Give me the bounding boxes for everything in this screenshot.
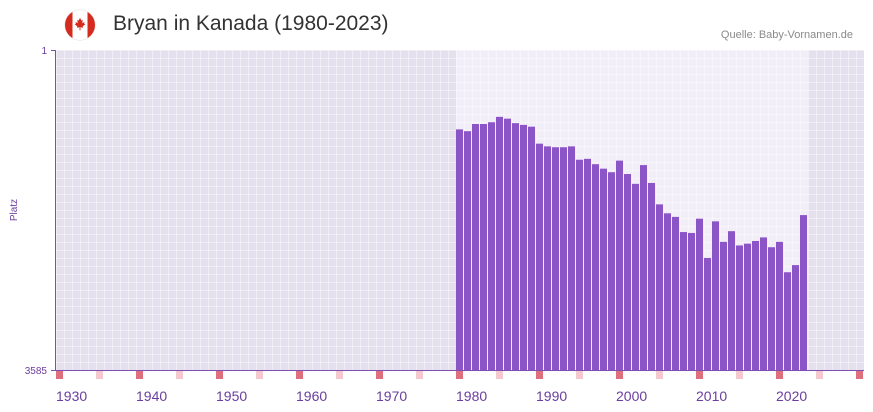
x-tick-label: 1990: [536, 388, 567, 404]
axes: [51, 50, 864, 371]
half-decade-marker: [336, 371, 343, 379]
bar-2022: [792, 265, 799, 370]
decade-marker: [536, 371, 543, 379]
bar-1981: [464, 131, 471, 370]
x-tick-label: 1940: [136, 388, 167, 404]
bar-2016: [744, 243, 751, 370]
decade-marker: [376, 371, 383, 379]
bar-1997: [592, 164, 599, 370]
canada-flag-icon: [64, 9, 96, 41]
bar-1989: [528, 126, 535, 370]
half-decade-marker: [176, 371, 183, 379]
bar-2017: [752, 240, 759, 370]
bar-2010: [696, 218, 703, 370]
bar-2005: [656, 204, 663, 370]
bar-1998: [600, 168, 607, 370]
decade-marker: [56, 371, 63, 379]
x-tick-label: 2000: [616, 388, 647, 404]
decade-marker: [136, 371, 143, 379]
bar-1983: [480, 124, 487, 371]
decade-marker: [296, 371, 303, 379]
bar-1999: [608, 172, 615, 370]
half-decade-marker: [256, 371, 263, 379]
bar-1986: [504, 118, 511, 371]
bar-1980: [456, 129, 463, 370]
bar-2001: [624, 174, 631, 370]
bar-1994: [568, 146, 575, 370]
half-decade-marker: [416, 371, 423, 379]
half-decade-marker: [736, 371, 743, 379]
bar-2000: [616, 160, 623, 370]
decade-marker: [776, 371, 783, 379]
axis-labels: 1 3585 1930 1940 1950 1960 1970 1980 1990 2000 201…: [9, 46, 807, 404]
bar-1996: [584, 158, 591, 370]
half-decade-marker: [816, 371, 823, 379]
bar-2006: [664, 213, 671, 370]
bar-2008: [680, 232, 687, 370]
decade-marker: [456, 371, 463, 379]
x-tick-label: 2010: [696, 388, 727, 404]
decade-marker: [616, 371, 623, 379]
bar-2019: [768, 247, 775, 370]
bar-2011: [704, 257, 711, 370]
bar-2023: [800, 215, 807, 370]
bar-1993: [560, 147, 567, 370]
bar-2012: [712, 221, 719, 370]
bar-1982: [472, 124, 479, 371]
x-tick-label: 1950: [216, 388, 247, 404]
source-link[interactable]: Quelle: Baby-Vornamen.de: [720, 29, 853, 41]
bar-2013: [720, 241, 727, 370]
bar-1995: [576, 159, 583, 370]
y-tick-label: 3585: [25, 366, 48, 377]
bar-2004: [648, 182, 655, 370]
x-tick-label: 1970: [376, 388, 407, 404]
x-tick-label: 1980: [456, 388, 487, 404]
bar-1991: [544, 146, 551, 370]
bar-1990: [536, 143, 543, 370]
y-axis-title: Platz: [9, 199, 20, 221]
bar-2021: [784, 272, 791, 370]
half-decade-marker: [656, 371, 663, 379]
chart-title: Bryan in Kanada (1980-2023): [113, 12, 389, 35]
x-tick-label: 1930: [56, 388, 87, 404]
bar-2014: [728, 231, 735, 370]
bar-2007: [672, 216, 679, 370]
bar-1984: [488, 122, 495, 370]
bar-2018: [760, 237, 767, 370]
decade-marker: [696, 371, 703, 379]
half-decade-marker: [576, 371, 583, 379]
decade-marker: [856, 371, 863, 379]
bar-2020: [776, 241, 783, 370]
x-tick-label: 2020: [776, 388, 807, 404]
decade-marker: [216, 371, 223, 379]
bar-1988: [520, 124, 527, 371]
bar-1985: [496, 116, 503, 370]
bar-2003: [640, 165, 647, 370]
bar-1992: [552, 147, 559, 370]
x-tick-label: 1960: [296, 388, 327, 404]
bar-2015: [736, 245, 743, 370]
year-markers: [56, 371, 863, 379]
bars: [456, 116, 807, 371]
bar-2009: [688, 232, 695, 370]
half-decade-marker: [496, 371, 503, 379]
half-decade-marker: [96, 371, 103, 379]
bar-1987: [512, 123, 519, 370]
y-tick-label: 1: [41, 46, 47, 57]
bar-2002: [632, 183, 639, 370]
